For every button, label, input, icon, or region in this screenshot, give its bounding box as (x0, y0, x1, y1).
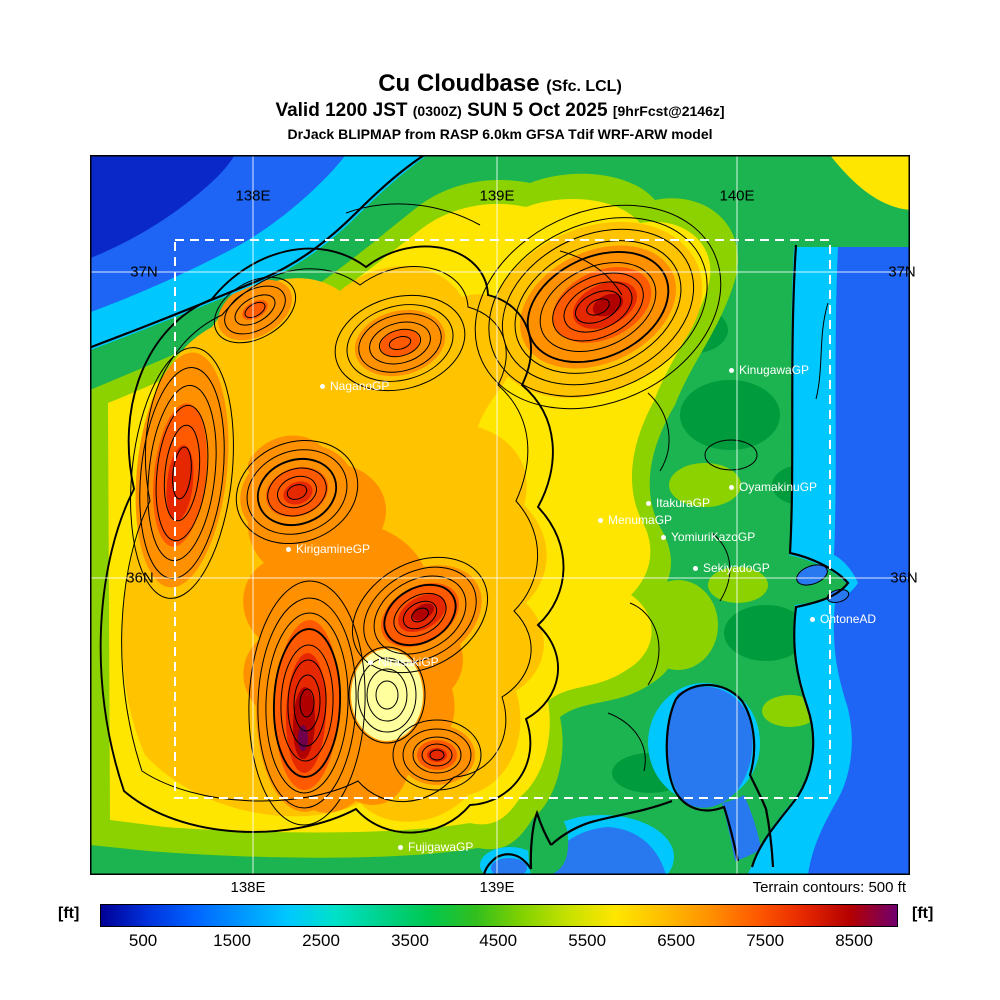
site-marker-nagano: NaganoGP (320, 379, 389, 393)
lat-label-right-36n: 36N (890, 569, 918, 587)
map-border (90, 155, 910, 875)
valid-prefix: Valid 1200 JST (275, 100, 408, 121)
site-marker-oyamakinu: OyamakinuGP (729, 480, 817, 494)
valid-fcst: [9hrFcst@2146z] (612, 103, 725, 119)
site-label: NirasakiGP (378, 655, 439, 669)
colorbar-tick: 500 (128, 931, 158, 950)
colorbar (100, 904, 898, 927)
lon-label-top-139e: 139E (479, 187, 515, 205)
colorbar-tick: 3500 (391, 931, 429, 950)
site-label: SekiyadoGP (703, 561, 770, 575)
graticule-lines (90, 155, 910, 875)
site-label: YomiuriKazoGP (671, 530, 756, 544)
site-label: KirigamineGP (296, 542, 371, 556)
site-dot-icon (729, 367, 734, 373)
lon-label-bottom-138e: 138E (230, 879, 266, 896)
lat-label-left-36n: 36N (126, 569, 154, 587)
contour-lines (99, 203, 829, 834)
site-dot-icon (661, 534, 666, 540)
valid-zulu: (0300Z) (412, 103, 462, 119)
colorbar-ticks: 500 1500 2500 3500 4500 5500 6500 7500 8… (100, 931, 898, 951)
site-label: NaganoGP (330, 379, 390, 393)
site-marker-kirigamine: KirigamineGP (286, 542, 370, 556)
site-dot-icon (810, 616, 815, 622)
sea-shading (90, 155, 910, 875)
colorbar-tick: 7500 (746, 931, 785, 950)
colorbar-unit-right: [ft] (912, 905, 934, 922)
site-dot-icon (320, 383, 325, 389)
site-label: ItakuraGP (656, 496, 711, 510)
lon-label-top-138e: 138E (235, 187, 271, 205)
lat-label-right-37n: 37N (888, 263, 916, 281)
colorbar-unit-left: [ft] (58, 905, 80, 922)
site-label: OyamakinuGP (739, 480, 818, 494)
colorbar-tick: 2500 (302, 931, 340, 950)
site-dot-icon (286, 546, 291, 552)
colorbar-tick: 6500 (657, 931, 696, 950)
colorbar-gradient (101, 905, 897, 926)
title-main: Cu Cloudbase (378, 70, 540, 97)
valid-date: SUN 5 Oct 2025 (467, 100, 608, 121)
site-dot-icon (646, 500, 651, 506)
site-marker-nirasaki: NirasakiGP (368, 655, 439, 669)
site-marker-sekiyado: SekiyadoGP (693, 561, 770, 575)
site-marker-itakura: ItakuraGP (646, 496, 710, 510)
lon-label-bottom-139e: 139E (479, 879, 515, 896)
site-marker-fujigawa: FujigawaGP (398, 840, 473, 854)
coastline (90, 155, 850, 875)
terrain-shading (90, 155, 910, 875)
domain-boundary-box (174, 239, 831, 799)
terrain-contours-note: Terrain contours: 500 ft (752, 879, 906, 896)
site-dot-icon (729, 484, 734, 490)
site-label: OhtoneAD (820, 612, 877, 626)
site-dot-icon (398, 844, 403, 850)
map-svg (90, 155, 910, 875)
title-note: (Sfc. LCL) (546, 78, 622, 95)
page-title: Cu Cloudbase (Sfc. LCL) (0, 70, 1000, 98)
colorbar-tick: 8500 (835, 931, 874, 950)
model-line: DrJack BLIPMAP from RASP 6.0km GFSA Tdif… (287, 126, 713, 142)
site-label: KinugawaGP (739, 363, 810, 377)
site-marker-yomiurikazo: YomiuriKazoGP (661, 530, 755, 544)
site-dot-icon (368, 659, 373, 665)
site-dot-icon (598, 517, 603, 523)
valid-time-line: Valid 1200 JST (0300Z) SUN 5 Oct 2025 [9… (0, 100, 1000, 122)
site-dot-icon (693, 565, 698, 571)
lat-label-left-37n: 37N (130, 263, 158, 281)
lon-label-top-140e: 140E (719, 187, 755, 205)
colorbar-tick: 1500 (213, 931, 251, 950)
colorbar-tick: 5500 (568, 931, 607, 950)
site-marker-ohtone: OhtoneAD (810, 612, 876, 626)
site-marker-kinugawa: KinugawaGP (729, 363, 809, 377)
forecast-map: 138E 139E 140E 37N 36N 37N 36N NaganoGP … (90, 155, 918, 875)
site-label: FujigawaGP (408, 840, 474, 854)
site-marker-menuma: MenumaGP (598, 513, 672, 527)
site-label: MenumaGP (608, 513, 673, 527)
colorbar-tick: 4500 (479, 931, 518, 950)
